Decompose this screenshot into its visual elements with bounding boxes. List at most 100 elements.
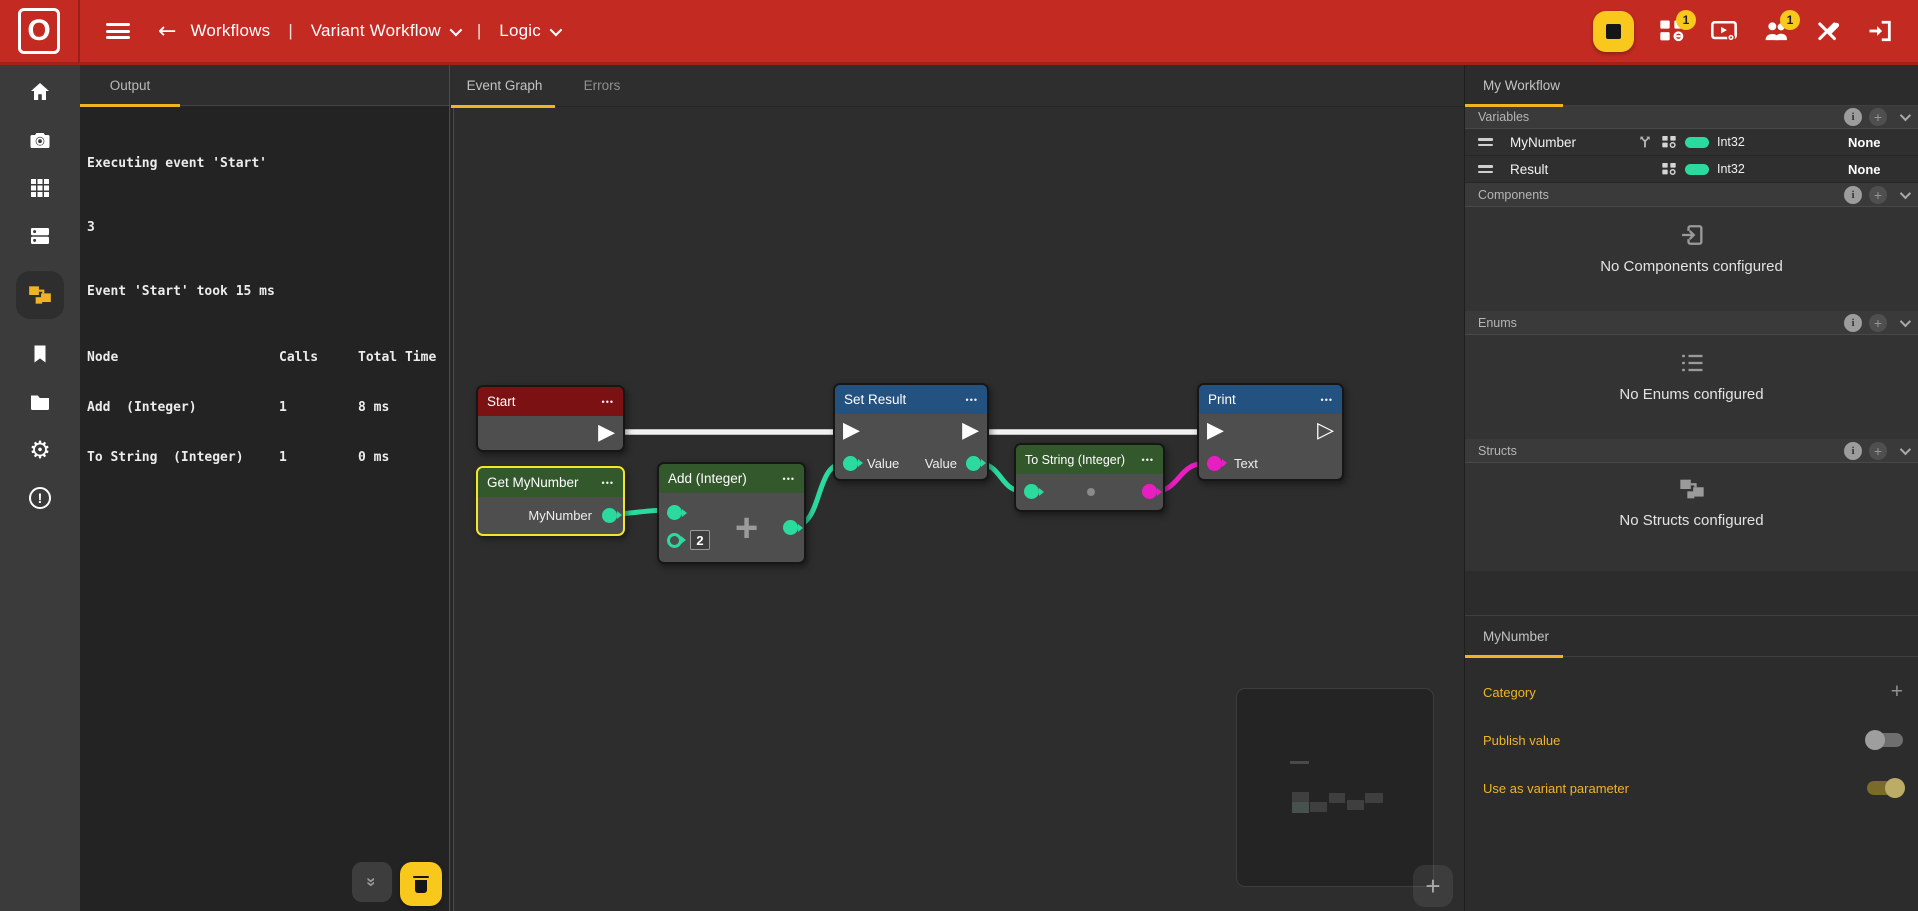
tab-my-workflow[interactable]: My Workflow (1483, 77, 1561, 93)
variant-parameter-toggle[interactable] (1867, 778, 1905, 798)
node-add-integer[interactable]: Add (Integer) ••• 2 + (657, 462, 806, 564)
node-header: To String (Integer) ••• (1016, 445, 1163, 474)
chevron-down-icon[interactable] (1899, 109, 1912, 122)
sidebar-item-files[interactable] (16, 389, 64, 415)
collapse-dot[interactable] (1086, 487, 1095, 496)
tab-errors[interactable]: Errors (583, 78, 621, 93)
data-in-port[interactable] (1207, 455, 1227, 471)
breadcrumb-logic[interactable]: Logic (499, 21, 563, 41)
workflow-link-button[interactable]: 1 (1658, 10, 1696, 45)
data-in-port[interactable] (667, 505, 687, 520)
stop-button[interactable] (1593, 10, 1634, 52)
variable-row-result[interactable]: Result Int32 None (1465, 156, 1918, 183)
node-menu-icon[interactable]: ••• (1320, 394, 1333, 405)
data-in-port[interactable] (1024, 484, 1044, 499)
section-label: Variables (1478, 110, 1530, 124)
chevron-down-icon[interactable] (1899, 315, 1912, 327)
info-icon[interactable]: i (1844, 313, 1862, 332)
empty-state-text: No Structs configured (1619, 512, 1764, 529)
clear-output-button[interactable] (400, 862, 442, 906)
sidebar-item-settings[interactable]: ⚙ (16, 437, 64, 463)
hamburger-menu-icon[interactable] (106, 23, 130, 39)
default-value-input[interactable]: 2 (690, 530, 710, 550)
node-get-mynumber[interactable]: Get MyNumber ••• MyNumber (476, 466, 625, 536)
section-variables-header[interactable]: Variables i + (1465, 106, 1918, 129)
data-out-port[interactable] (1142, 484, 1162, 499)
info-icon[interactable]: i (1844, 108, 1862, 126)
recording-settings-button[interactable] (1710, 17, 1738, 45)
empty-state-text: No Components configured (1600, 258, 1783, 275)
sidebar-item-camera[interactable] (16, 127, 64, 153)
tab-mynumber[interactable]: MyNumber (1483, 628, 1550, 644)
tab-output[interactable]: Output (109, 77, 151, 93)
exec-in-pin[interactable]: ▶ (1207, 418, 1224, 443)
minimap[interactable] (1236, 688, 1434, 887)
drag-handle-icon[interactable] (1478, 165, 1493, 173)
sidebar-item-workflows[interactable] (16, 271, 64, 319)
info-icon[interactable]: i (1844, 441, 1862, 460)
edit-tools-button[interactable] (1814, 17, 1842, 45)
variable-row-mynumber[interactable]: MyNumber Int32 None (1465, 129, 1918, 156)
drag-handle-icon[interactable] (1478, 138, 1493, 146)
publish-value-toggle[interactable] (1865, 730, 1903, 750)
logout-icon (1869, 20, 1891, 42)
node-menu-icon[interactable]: ••• (1141, 454, 1154, 465)
logo-box[interactable]: O (0, 0, 80, 62)
node-canvas[interactable]: Start ••• ▶ Get MyNumber ••• MyNumber (451, 107, 1464, 911)
workflow-icon (29, 286, 51, 304)
exec-out-pin-unconnected[interactable]: ▷ (1317, 418, 1334, 443)
node-menu-icon[interactable]: ••• (601, 477, 614, 488)
add-icon[interactable]: + (1869, 441, 1887, 460)
add-node-button[interactable]: + (1413, 865, 1453, 907)
section-structs-header[interactable]: Structs i + (1465, 439, 1918, 463)
breadcrumb-variant-workflow[interactable]: Variant Workflow (310, 21, 463, 41)
trash-icon (413, 875, 429, 878)
add-category-button[interactable]: + (1890, 680, 1903, 703)
breadcrumb-workflows[interactable]: Workflows (190, 21, 271, 40)
variable-name: MyNumber (1510, 134, 1577, 150)
collapse-output-button[interactable]: » (352, 862, 392, 902)
info-icon[interactable]: i (1844, 185, 1862, 204)
add-icon[interactable]: + (1869, 185, 1887, 204)
node-menu-icon[interactable]: ••• (601, 396, 614, 407)
node-header: Set Result ••• (835, 385, 987, 414)
section-structs-content: No Structs configured (1465, 463, 1918, 571)
exec-out-pin[interactable]: ▶ (598, 420, 615, 445)
chevron-down-icon[interactable] (1899, 443, 1912, 455)
data-out-port[interactable] (783, 520, 803, 535)
data-out-port[interactable] (966, 455, 986, 471)
variant-workflow-label: Variant Workflow (310, 21, 441, 40)
tab-event-graph[interactable]: Event Graph (466, 78, 543, 93)
sidebar-item-devices[interactable] (16, 223, 64, 249)
section-components-header[interactable]: Components i + (1465, 183, 1918, 207)
sidebar-item-apps[interactable] (16, 175, 64, 201)
section-enums-header[interactable]: Enums i + (1465, 311, 1918, 335)
node-print[interactable]: Print ••• ▶ ▷ Text (1197, 383, 1344, 481)
property-publish-value: Publish value (1465, 727, 1918, 753)
collaborators-button[interactable]: 1 (1762, 10, 1800, 45)
chevron-down-icon[interactable] (1899, 187, 1912, 199)
add-icon[interactable]: + (1869, 313, 1887, 332)
node-menu-icon[interactable]: ••• (965, 394, 978, 405)
sidebar-item-bookmarks[interactable] (16, 341, 64, 367)
node-to-string[interactable]: To String (Integer) ••• (1014, 443, 1165, 512)
exec-out-pin[interactable]: ▶ (962, 418, 979, 443)
topbar-actions: 1 1 (1593, 10, 1918, 52)
bookmark-icon (34, 345, 46, 363)
node-start[interactable]: Start ••• ▶ (476, 385, 625, 452)
console-table-row: To String (Integer) 1 0 ms (87, 448, 441, 468)
exit-button[interactable] (1866, 17, 1894, 45)
double-chevron-down-icon: » (363, 877, 382, 887)
exec-in-pin[interactable]: ▶ (843, 418, 860, 443)
back-arrow-icon[interactable]: ← (158, 18, 177, 44)
add-icon[interactable]: + (1869, 108, 1887, 126)
data-out-port[interactable] (602, 507, 622, 523)
sidebar-item-home[interactable] (16, 79, 64, 105)
node-set-result[interactable]: Set Result ••• ▶ ▶ Value Value (833, 383, 989, 481)
sidebar-item-alerts[interactable]: ! (16, 485, 64, 511)
node-header: Start ••• (478, 387, 623, 416)
variable-type: Int32 (1717, 135, 1745, 149)
data-in-port-default[interactable] (667, 532, 686, 548)
data-in-port[interactable] (843, 455, 863, 471)
node-menu-icon[interactable]: ••• (782, 473, 795, 484)
